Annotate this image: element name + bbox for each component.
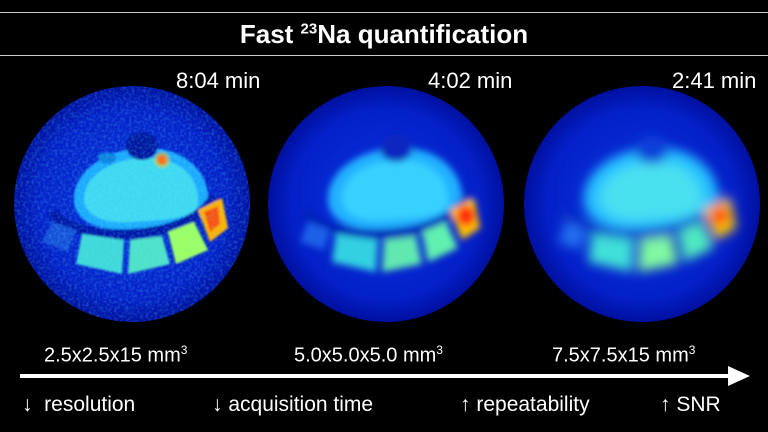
- tradeoff-snr: ↑ SNR: [660, 393, 721, 416]
- time-label-3: 2:41 min: [672, 68, 757, 93]
- title-bar: Fast 23Na quantification: [0, 12, 768, 56]
- tradeoff-repeatability: ↑ repeatability: [460, 393, 590, 416]
- arrow-up-icon: ↑: [460, 393, 471, 416]
- time-label-2: 4:02 min: [428, 68, 513, 93]
- resolution-label-1: 2.5x2.5x15 mm3: [44, 343, 188, 367]
- sodium-scan-high-res: [14, 86, 250, 322]
- resolution-label-3: 7.5x7.5x15 mm3: [552, 343, 696, 367]
- sodium-scan-low-res: [524, 86, 760, 322]
- resolution-label-2: 5.0x5.0x5.0 mm3: [294, 343, 443, 367]
- time-label-1: 8:04 min: [176, 68, 261, 93]
- sodium-scan-medium-res: [268, 86, 504, 322]
- tradeoff-acquisition-time: ↓ acquisition time: [212, 393, 374, 416]
- tradeoff-arrow-line: [20, 374, 732, 378]
- arrow-down-icon: ↓: [22, 393, 33, 416]
- slide-title: Fast 23Na quantification: [239, 18, 529, 49]
- arrow-down-icon: ↓: [212, 393, 223, 416]
- tradeoff-resolution: ↓ resolution: [22, 393, 136, 416]
- arrow-up-icon: ↑: [660, 393, 671, 416]
- arrow-right-icon: [728, 366, 750, 386]
